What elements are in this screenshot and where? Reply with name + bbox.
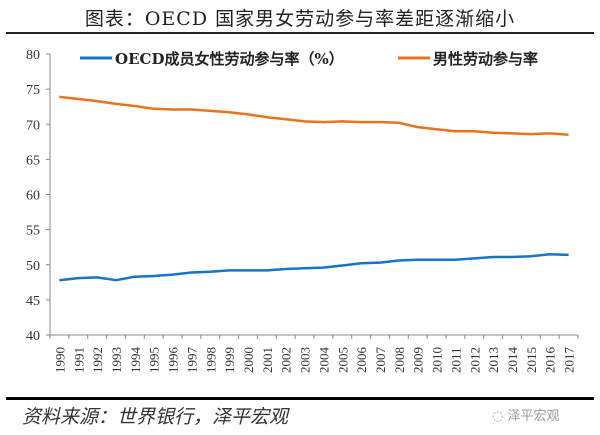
x-tick-label: 1994 <box>128 347 143 374</box>
y-tick-label: 60 <box>26 189 40 204</box>
series-line-male <box>59 95 569 137</box>
watermark: ◌ 泽平宏观 <box>492 405 560 424</box>
x-tick-label: 2007 <box>373 347 388 374</box>
x-tick-label: 2006 <box>354 347 369 374</box>
wechat-icon: ◌ <box>492 409 508 424</box>
chart-title: 图表：OECD 国家男女劳动参与率差距逐渐缩小 <box>84 8 516 30</box>
y-tick-label: 50 <box>26 259 40 274</box>
x-tick-label: 1992 <box>90 347 105 373</box>
y-tick-label: 75 <box>26 83 40 98</box>
x-tick-label: 1995 <box>147 347 162 373</box>
watermark-text: 泽平宏观 <box>507 409 560 424</box>
x-tick-label: 2009 <box>411 347 426 373</box>
x-tick-label: 2010 <box>430 347 445 373</box>
x-tick-label: 2017 <box>562 347 577 374</box>
y-tick-label: 70 <box>26 118 40 133</box>
x-tick-label: 2011 <box>448 347 463 373</box>
y-tick-label: 80 <box>26 48 40 63</box>
x-tick-label: 2004 <box>316 347 331 374</box>
legend-label: OECD成员女性劳动参与率（%） <box>115 50 344 68</box>
series-line-female <box>59 252 569 282</box>
x-tick-label: 2012 <box>467 347 482 373</box>
y-tick-label: 55 <box>26 224 40 239</box>
x-tick-label: 1999 <box>222 347 237 373</box>
footer-divider <box>6 397 594 400</box>
y-tick-label: 65 <box>26 153 40 168</box>
x-tick-label: 2013 <box>486 347 501 373</box>
x-tick-label: 2000 <box>241 347 256 373</box>
x-tick-label: 2002 <box>279 347 294 373</box>
title-divider <box>6 32 594 34</box>
x-tick-label: 1990 <box>52 347 67 373</box>
x-tick-label: 2001 <box>260 347 275 373</box>
x-tick-label: 2015 <box>524 347 539 373</box>
x-tick-label: 2008 <box>392 347 407 373</box>
x-tick-label: 2016 <box>543 347 558 374</box>
x-tick-label: 2003 <box>298 347 313 373</box>
x-tick-label: 1998 <box>203 347 218 373</box>
line-chart: 40 45 50 55 60 65 70 75 80 1990 1991 1992 1993 1994 19… <box>26 48 579 374</box>
legend-label: 男性劳动参与率 <box>433 50 538 68</box>
y-tick-label: 40 <box>26 329 40 344</box>
source-note: 资料来源：世界银行，泽平宏观 <box>22 406 289 428</box>
x-tick-label: 1997 <box>184 347 199 374</box>
x-tick-label: 1993 <box>109 347 124 373</box>
x-tick-label: 1991 <box>71 347 86 373</box>
y-tick-label: 45 <box>26 294 40 309</box>
x-tick-label: 2014 <box>505 347 520 374</box>
x-tick-label: 1996 <box>166 347 181 374</box>
x-tick-label: 2005 <box>335 347 350 373</box>
